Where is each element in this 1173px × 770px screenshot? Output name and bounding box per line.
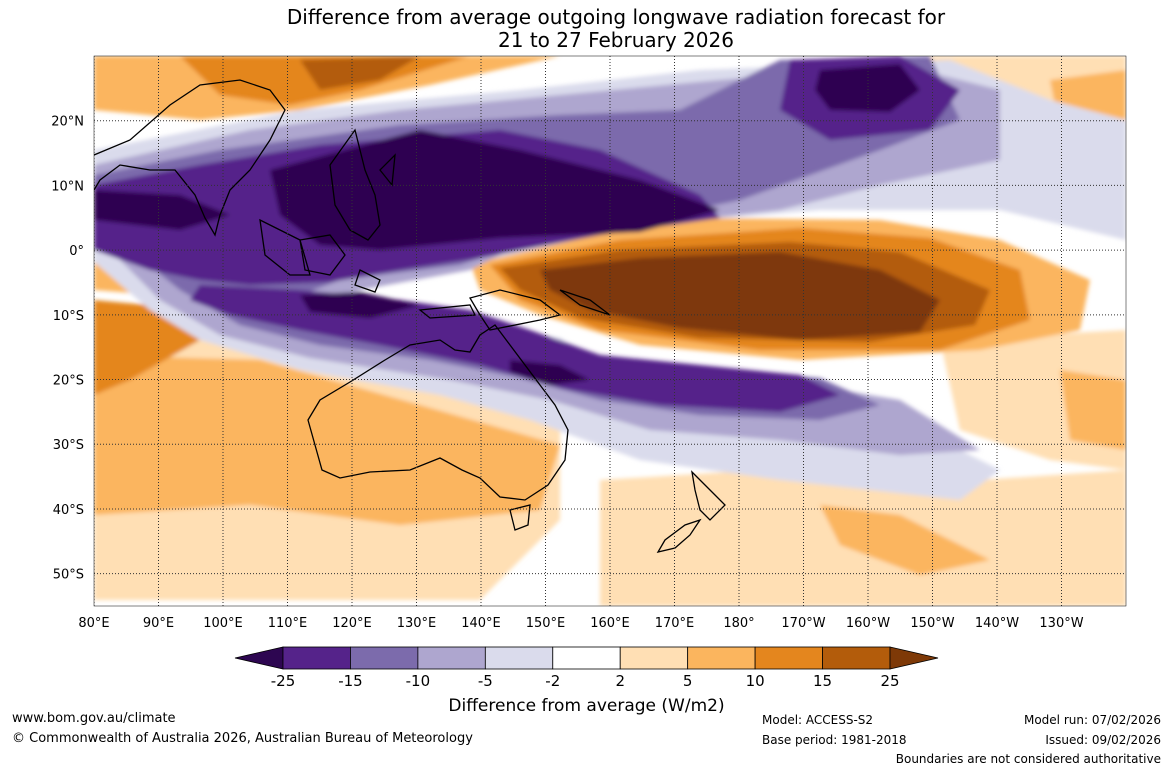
colorbar-swatch [687,646,756,670]
map-title-line2: 21 to 27 February 2026 [498,28,734,52]
lon-tick-label: 160°W [846,616,890,631]
lon-tick-label: 160°E [590,616,630,631]
colorbar-tick-label: 10 [745,672,765,690]
map-frame [93,55,1127,607]
longitude-labels: 80°E 90°E 100°E 110°E 120°E 130°E 140°E 150°E 16… [78,616,1083,631]
colorbar-swatch [484,646,554,670]
colorbar-swatch [282,646,351,670]
website-link[interactable]: www.bom.gov.au/climate [12,711,176,726]
lon-tick-label: 140°E [461,616,501,631]
lat-tick-label: 10°N [51,179,84,194]
lon-tick-label: 120°E [332,616,372,631]
copyright-notice: © Commonwealth of Australia 2026, Austra… [12,731,473,746]
boundaries-disclaimer: Boundaries are not considered authoritat… [895,752,1161,766]
latitude-labels: 20°N 10°N 0° 10°S 20°S 30°S 40°S 50°S [51,115,84,583]
lat-tick-label: 10°S [53,309,84,324]
colorbar-tick-label: -25 [270,672,296,690]
base-period: Base period: 1981-2018 [762,733,907,747]
lon-tick-label: 110°E [268,616,308,631]
issued-date: Issued: 09/02/2026 [1045,733,1161,747]
colorbar [234,646,939,670]
colorbar-swatch [619,646,689,670]
colorbar-swatch [754,646,823,670]
colorbar-units-label: Difference from average (W/m2) [448,696,725,716]
lat-tick-label: 40°S [53,503,84,518]
lon-tick-label: 170°W [781,616,825,631]
colorbar-tick-label: -15 [338,672,363,690]
lon-tick-label: 130°E [397,616,437,631]
colorbar-tick-label: -2 [545,672,561,690]
colorbar-tick-label: 2 [615,672,625,690]
map-title-line1: Difference from average outgoing longwav… [286,5,946,29]
colorbar-swatch [350,646,419,670]
lon-tick-label: 90°E [143,616,174,631]
colorbar-extend-low [234,646,284,670]
lat-tick-label: 0° [69,244,84,259]
lon-tick-label: 170°E [655,616,695,631]
colorbar-tick-label: 25 [880,672,900,690]
colorbar-swatch [417,646,486,670]
anomaly-field [94,56,1126,606]
colorbar-extend-high [889,646,939,670]
lon-tick-label: 80°E [78,616,109,631]
lon-tick-label: 180° [723,616,754,631]
lat-tick-label: 20°S [53,374,84,389]
colorbar-tick-label: 5 [682,672,693,690]
lat-tick-label: 50°S [53,568,84,583]
lon-tick-label: 150°W [910,616,954,631]
model-name: Model: ACCESS-S2 [762,713,874,727]
colorbar-tick-label: -5 [477,672,493,690]
colorbar-swatch [822,646,891,670]
lon-tick-label: 130°W [1039,616,1083,631]
colorbar-tick-label: 15 [813,672,833,690]
lon-tick-label: 140°W [975,616,1019,631]
lat-tick-label: 20°N [51,115,84,130]
colorbar-tick-label: -10 [405,672,431,690]
coastlines [94,79,726,553]
lon-tick-label: 150°E [526,616,566,631]
lon-tick-label: 100°E [203,616,243,631]
lat-tick-label: 30°S [53,438,84,453]
colorbar-swatch [552,646,621,670]
graticule [94,56,1126,606]
model-run-date: Model run: 07/02/2026 [1023,713,1161,727]
